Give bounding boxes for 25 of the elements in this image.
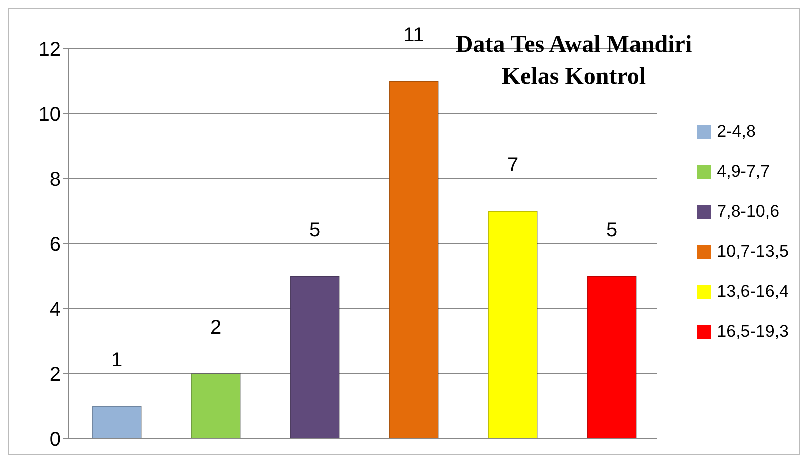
y-tick-label: 6 xyxy=(50,234,61,256)
legend-label: 4,9-7,7 xyxy=(717,160,770,182)
data-label: 7 xyxy=(507,154,519,176)
data-label: 5 xyxy=(606,220,618,242)
legend-label: 7,8-10,6 xyxy=(717,200,780,222)
y-tick-label: 2 xyxy=(50,364,61,386)
y-tick-label: 4 xyxy=(50,299,61,322)
data-label: 2 xyxy=(210,317,222,339)
data-label: 1 xyxy=(111,350,123,372)
y-tick-label: 10 xyxy=(38,104,61,126)
data-label: 11 xyxy=(404,24,424,46)
y-tick-label: 0 xyxy=(50,429,61,452)
y-tick-label: 12 xyxy=(38,39,61,62)
bar xyxy=(389,81,440,439)
legend-label: 13,6-16,4 xyxy=(717,280,789,302)
bar xyxy=(488,211,538,439)
bar xyxy=(290,276,340,439)
bar xyxy=(587,276,638,439)
bar xyxy=(92,406,142,439)
legend-label: 2-4,8 xyxy=(717,120,756,142)
legend-label: 10,7-13,5 xyxy=(717,240,789,262)
bar xyxy=(191,374,242,439)
legend-label: 16,5-19,3 xyxy=(717,320,789,342)
y-tick-label: 8 xyxy=(50,169,61,192)
data-label: 5 xyxy=(309,220,321,242)
